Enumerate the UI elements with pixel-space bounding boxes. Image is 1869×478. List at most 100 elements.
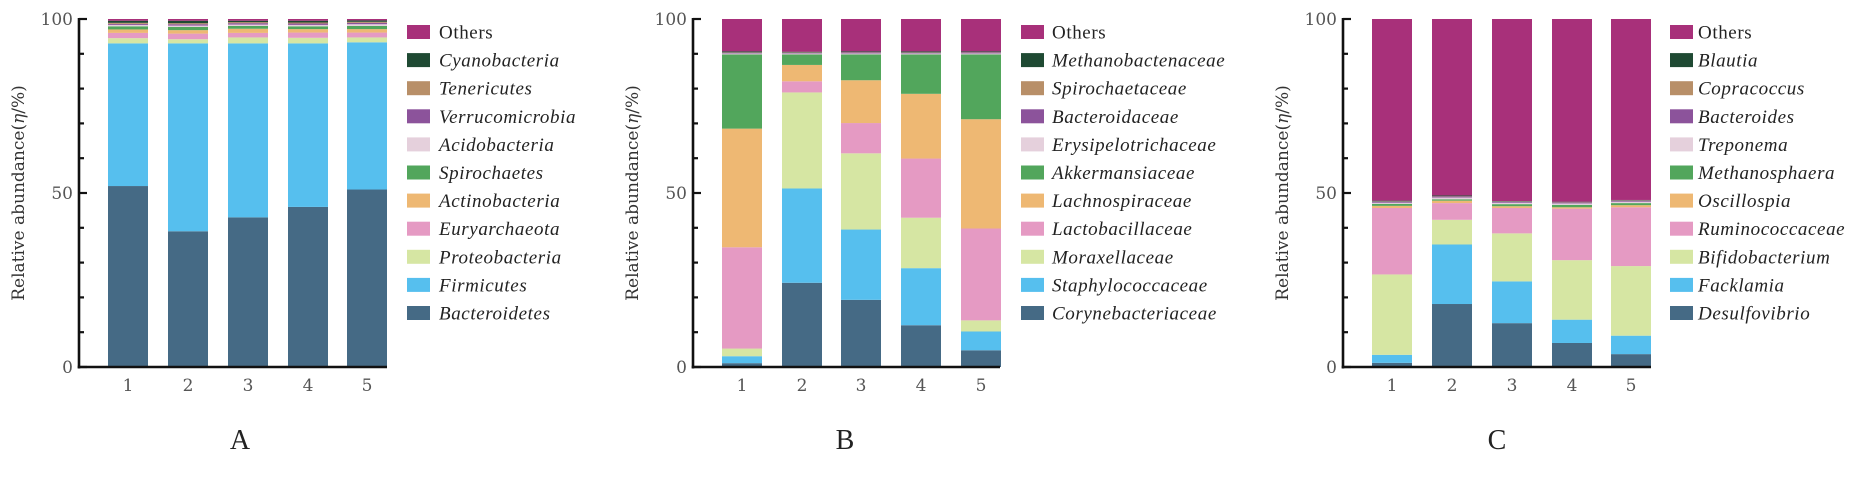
panel-label: A — [230, 425, 251, 456]
bar-segment — [1552, 19, 1592, 202]
bar-segment — [1492, 202, 1532, 205]
bar-segment — [288, 20, 328, 23]
y-tick-label: 50 — [51, 184, 73, 204]
bar-segment — [841, 54, 881, 81]
y-axis-label: Relative abundance(η/%) — [9, 85, 29, 301]
legend-label: Oscillospia — [1698, 191, 1791, 212]
legend-item: Acidobacteria — [407, 135, 554, 156]
legend-label: Proteobacteria — [438, 247, 562, 268]
bar-segment — [168, 24, 208, 26]
bar-segment — [1552, 202, 1592, 204]
bar-segment — [782, 52, 822, 54]
legend-item: Facklamia — [1670, 275, 1785, 296]
legend-label: Others — [1052, 23, 1106, 44]
y-axis-label: Relative abundance(η/%) — [1273, 85, 1293, 301]
legend-label: Staphylococcaceae — [1052, 275, 1208, 296]
bar-segment — [288, 29, 328, 33]
legend-swatch — [407, 221, 430, 236]
legend-item: Spirochaetaceae — [1021, 79, 1187, 100]
legend-label: Corynebacteriaceae — [1052, 304, 1217, 325]
bar-stack — [901, 19, 941, 367]
bar-segment — [347, 21, 387, 23]
bar-segment — [1492, 233, 1532, 282]
legend-swatch — [407, 249, 430, 264]
bar-segment — [347, 37, 387, 43]
bar-segment — [1611, 205, 1651, 208]
bar-segment — [1611, 207, 1651, 267]
y-tick-label: 0 — [676, 358, 687, 378]
bar-segment — [347, 42, 387, 190]
bar-segment — [168, 33, 208, 40]
bar-segment — [228, 23, 268, 25]
legend-label: Bacteroidaceae — [1052, 107, 1179, 128]
bar-segment — [108, 20, 148, 23]
bar-segment — [1552, 342, 1592, 367]
legend-label: Spirochaetaceae — [1052, 79, 1187, 100]
legend-label: Others — [439, 23, 493, 44]
legend-item: Actinobacteria — [407, 191, 560, 212]
legend-swatch — [1021, 193, 1044, 208]
bar-segment — [961, 52, 1001, 54]
legend-swatch — [1021, 249, 1044, 264]
x-tick-label: 2 — [1447, 376, 1458, 396]
bar-stack — [1372, 19, 1412, 367]
bar-segment — [1372, 362, 1412, 367]
legend-item: Treponema — [1670, 135, 1788, 156]
bar-stack — [1432, 19, 1472, 367]
legend-item: Oscillospia — [1670, 191, 1791, 212]
bar-segment — [168, 30, 208, 34]
legend-label: Bifidobacterium — [1698, 247, 1830, 268]
legend-label: Methanosphaera — [1697, 163, 1835, 184]
bar-segment — [108, 38, 148, 44]
panel-label: C — [1488, 425, 1507, 456]
legend-label: Facklamia — [1697, 275, 1785, 296]
bar-stack — [228, 19, 268, 367]
legend-item: Ruminococcaceae — [1670, 219, 1845, 240]
bar-segment — [288, 22, 328, 24]
bar-segment — [722, 128, 762, 248]
bar-stack — [782, 19, 822, 367]
legend-swatch — [1670, 306, 1693, 320]
legend-swatch — [1021, 81, 1044, 96]
y-tick-label: 100 — [655, 10, 687, 30]
legend-swatch — [407, 306, 430, 320]
legend-swatch — [1670, 249, 1693, 264]
legend-swatch — [1670, 137, 1693, 152]
bar-segment — [841, 299, 881, 367]
bar-segment — [1372, 202, 1412, 204]
bar-segment — [108, 23, 148, 25]
legend-item: Lachnospiraceae — [1021, 191, 1191, 212]
legend-label: Ruminococcaceae — [1697, 219, 1845, 240]
bar-segment — [108, 22, 148, 24]
bar-segment — [1611, 354, 1651, 367]
bar-segment — [108, 26, 148, 30]
bar-segment — [1552, 319, 1592, 343]
bar-segment — [1611, 201, 1651, 204]
y-axis-label-part: η — [9, 113, 29, 124]
legend-label: Erysipelotrichaceae — [1051, 135, 1216, 156]
bar-segment — [722, 54, 762, 129]
y-axis-label-part: /%) — [623, 85, 643, 114]
legend-swatch — [407, 193, 430, 208]
bar-segment — [961, 119, 1001, 229]
bar-segment — [1372, 203, 1412, 206]
x-tick-label: 4 — [303, 376, 314, 396]
bar-segment — [1492, 201, 1532, 203]
bar-segment — [347, 29, 387, 33]
legend-swatch — [1670, 81, 1693, 96]
bar-segment — [1372, 200, 1412, 202]
bar-segment — [901, 217, 941, 269]
y-tick-label: 50 — [1315, 184, 1337, 204]
bar-segment — [228, 24, 268, 26]
bar-segment — [901, 19, 941, 52]
y-axis-label-part: Relative abundance( — [1273, 124, 1293, 301]
bar-segment — [1492, 206, 1532, 208]
legend-swatch — [1021, 165, 1044, 180]
legend-item: Corynebacteriaceae — [1021, 304, 1217, 325]
bar-segment — [168, 231, 208, 367]
bar-segment — [1432, 197, 1472, 200]
bar-segment — [782, 51, 822, 53]
legend-item: Lactobacillaceae — [1021, 219, 1192, 240]
